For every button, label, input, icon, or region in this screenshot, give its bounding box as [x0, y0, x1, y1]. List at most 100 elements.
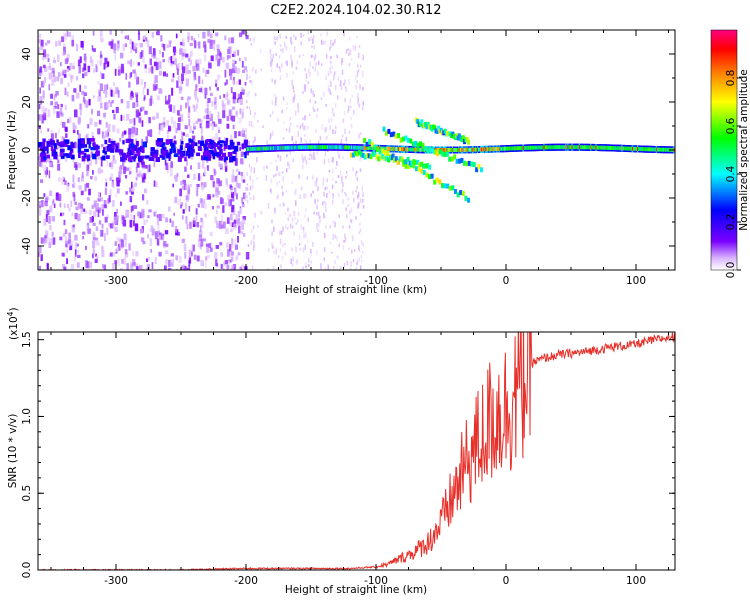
track-cell — [415, 166, 418, 172]
noise-cell — [192, 104, 195, 109]
x-tick-label: -300 — [104, 575, 128, 587]
noise-cell — [179, 188, 182, 197]
track-cell — [363, 154, 367, 160]
noise-cell — [101, 250, 105, 258]
noise-cell — [74, 242, 77, 249]
noise-cell — [250, 121, 253, 127]
noise-cell — [331, 157, 333, 163]
noise-cell — [241, 175, 246, 180]
noise-cell — [132, 61, 135, 65]
noise-cell — [126, 167, 130, 171]
noise-cell — [38, 265, 41, 270]
noise-cell — [207, 98, 211, 103]
track-cell — [418, 162, 422, 168]
noise-cell — [135, 92, 139, 97]
noise-cell — [245, 187, 249, 191]
x-tick-label: -300 — [104, 275, 128, 287]
noise-cell — [275, 159, 277, 162]
band-cell — [38, 141, 42, 148]
noise-cell — [358, 248, 361, 252]
noise-cell — [101, 246, 104, 253]
noise-cell — [215, 245, 219, 249]
band-cell — [86, 140, 89, 145]
band-cell — [97, 145, 100, 150]
noise-cell — [329, 124, 331, 131]
noise-cell — [329, 89, 331, 94]
noise-cell — [252, 184, 254, 190]
noise-cell — [136, 173, 140, 177]
noise-cell — [239, 208, 242, 215]
noise-cell — [344, 191, 346, 195]
noise-cell — [329, 225, 332, 229]
noise-cell — [290, 223, 292, 229]
noise-cell — [304, 193, 307, 198]
noise-cell — [313, 151, 315, 158]
noise-cell — [184, 70, 187, 75]
track-cell — [441, 183, 444, 189]
noise-cell — [121, 215, 125, 221]
noise-cell — [307, 142, 309, 145]
noise-cell — [229, 184, 232, 189]
noise-cell — [331, 177, 334, 181]
noise-cell — [279, 230, 281, 234]
noise-cell — [109, 87, 113, 91]
noise-cell — [177, 110, 180, 116]
noise-cell — [202, 67, 205, 73]
noise-cell — [232, 96, 236, 104]
noise-cell — [305, 73, 308, 79]
noise-cell — [284, 42, 286, 48]
noise-cell — [343, 82, 345, 86]
noise-cell — [195, 59, 199, 66]
noise-cell — [193, 122, 196, 127]
noise-cell — [292, 158, 294, 163]
noise-cell — [209, 92, 213, 97]
track-cell — [355, 151, 359, 157]
noise-cell — [234, 60, 237, 64]
noise-cell — [133, 117, 136, 126]
noise-cell — [109, 177, 112, 181]
noise-cell — [348, 79, 350, 85]
band-cell — [171, 144, 176, 150]
noise-cell — [310, 154, 313, 160]
noise-cell — [248, 121, 251, 127]
track-cell — [357, 150, 361, 155]
noise-cell — [82, 146, 86, 150]
noise-cell — [103, 200, 107, 207]
noise-cell — [235, 152, 238, 159]
band-cell — [242, 145, 248, 149]
band-cell — [87, 138, 92, 145]
band-cell — [148, 156, 152, 161]
noise-cell — [330, 39, 332, 46]
noise-cell — [202, 157, 205, 166]
noise-cell — [304, 67, 306, 72]
noise-cell — [285, 128, 288, 131]
track-cell — [435, 128, 439, 134]
noise-cell — [194, 89, 197, 97]
noise-cell — [120, 99, 124, 104]
noise-cell — [128, 81, 131, 88]
noise-cell — [104, 130, 108, 138]
noise-cell — [311, 55, 314, 58]
band-cell — [110, 140, 116, 146]
noise-cell — [63, 203, 66, 208]
noise-cell — [252, 238, 254, 244]
noise-cell — [130, 46, 133, 53]
noise-cell — [316, 212, 318, 216]
noise-cell — [150, 225, 154, 231]
x-tick-label: 100 — [626, 575, 646, 587]
noise-cell — [61, 137, 66, 142]
noise-cell — [54, 76, 57, 83]
noise-cell — [175, 33, 178, 39]
noise-cell — [230, 87, 233, 94]
band-cell — [236, 141, 241, 146]
noise-cell — [147, 215, 150, 219]
band-cell — [41, 142, 46, 148]
noise-cell — [204, 182, 207, 188]
band-cell — [159, 142, 162, 146]
noise-cell — [147, 234, 149, 239]
noise-cell — [77, 59, 81, 67]
noise-cell — [358, 231, 361, 235]
noise-cell — [289, 214, 291, 217]
noise-cell — [279, 238, 282, 245]
noise-cell — [234, 158, 238, 166]
